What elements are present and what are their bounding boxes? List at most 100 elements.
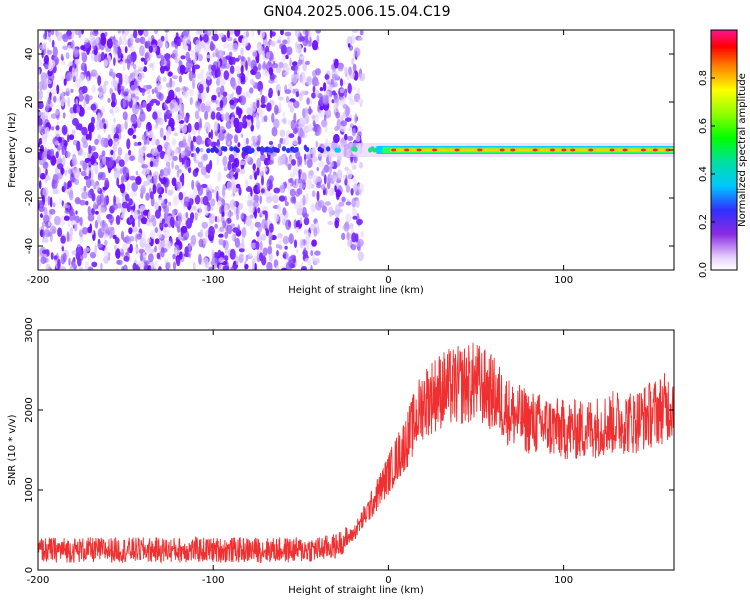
noise-blob	[128, 236, 135, 242]
noise-blob	[285, 261, 292, 270]
noise-blob	[172, 253, 176, 260]
noise-blob	[169, 216, 175, 227]
noise-blob	[69, 189, 74, 201]
noise-blob	[100, 219, 107, 229]
noise-blob	[148, 45, 153, 53]
noise-blob	[190, 234, 197, 245]
noise-blob	[234, 30, 241, 37]
noise-blob	[65, 151, 71, 158]
noise-blob	[257, 183, 260, 194]
noise-blob	[149, 62, 154, 69]
carrier-band-core	[390, 148, 674, 152]
noise-blob	[204, 174, 211, 179]
noise-blob	[316, 166, 319, 172]
noise-blob	[38, 101, 44, 110]
noise-blob	[337, 64, 344, 72]
noise-blob	[142, 101, 147, 109]
noise-blob	[87, 122, 95, 133]
noise-blob	[197, 53, 203, 62]
noise-blob	[89, 223, 93, 234]
noise-blob	[278, 102, 282, 113]
noise-blob	[250, 242, 257, 249]
noise-blob	[167, 189, 174, 196]
noise-blob	[204, 110, 209, 120]
noise-blob	[94, 53, 99, 63]
noise-blob	[227, 249, 231, 256]
carrier-weak-segment	[229, 146, 234, 152]
carrier-peak	[432, 148, 438, 152]
noise-blob	[271, 112, 275, 123]
noise-blob	[192, 78, 196, 90]
noise-blob	[154, 201, 159, 211]
noise-blob	[272, 74, 277, 79]
noise-blob	[150, 230, 156, 239]
noise-blob	[164, 53, 171, 60]
noise-blob	[347, 179, 351, 185]
noise-blob	[299, 128, 304, 138]
noise-blob	[128, 198, 133, 206]
noise-blob	[49, 148, 55, 157]
noise-blob	[176, 226, 181, 233]
noise-blob	[200, 102, 206, 113]
noise-blob	[257, 207, 261, 214]
carrier-weak-segment	[353, 146, 358, 152]
noise-blob	[41, 137, 48, 144]
noise-blob	[278, 244, 283, 250]
noise-blob	[62, 112, 66, 119]
noise-blob	[262, 68, 269, 76]
noise-blob	[227, 42, 234, 51]
noise-blob	[166, 161, 171, 168]
noise-blob	[152, 111, 158, 120]
noise-blob	[134, 209, 138, 218]
noise-blob	[192, 54, 197, 64]
noise-blob	[275, 79, 278, 84]
noise-blob	[194, 43, 202, 53]
noise-blob	[111, 92, 116, 103]
noise-blob	[268, 67, 274, 76]
noise-blob	[179, 123, 182, 132]
noise-blob	[261, 218, 268, 230]
noise-blob	[61, 246, 64, 252]
noise-blob	[205, 100, 212, 107]
noise-blob	[39, 173, 46, 180]
noise-blob	[44, 127, 48, 137]
noise-blob	[159, 150, 165, 160]
noise-blob	[116, 267, 119, 270]
noise-blob	[74, 58, 81, 65]
noise-blob	[86, 106, 91, 111]
noise-blob	[203, 42, 210, 53]
noise-blob	[192, 72, 196, 79]
noise-blob	[81, 126, 88, 136]
carrier-peak	[588, 148, 594, 152]
noise-blob	[229, 248, 236, 260]
noise-blob	[127, 94, 132, 102]
noise-blob	[306, 97, 310, 105]
noise-blob	[74, 197, 81, 205]
noise-blob	[259, 252, 264, 262]
noise-blob	[43, 214, 50, 225]
noise-blob	[252, 101, 257, 110]
noise-blob	[286, 181, 292, 192]
noise-blob	[60, 53, 64, 61]
noise-blob	[43, 33, 47, 40]
noise-blob	[142, 251, 146, 258]
noise-blob	[139, 254, 144, 262]
noise-blob	[323, 164, 330, 173]
noise-blob	[241, 37, 245, 46]
noise-blob	[310, 202, 315, 213]
noise-blob	[278, 195, 286, 202]
noise-blob	[231, 176, 236, 186]
noise-blob	[348, 67, 352, 76]
noise-blob	[251, 80, 256, 87]
noise-blob	[122, 111, 128, 121]
noise-blob	[256, 166, 260, 176]
noise-blob	[232, 264, 238, 269]
noise-blob	[218, 195, 221, 201]
noise-blob	[38, 117, 43, 127]
noise-blob	[316, 176, 322, 183]
noise-blob	[155, 138, 160, 146]
noise-blob	[63, 202, 68, 209]
noise-blob	[254, 135, 258, 143]
noise-blob	[155, 155, 160, 163]
noise-blob	[128, 227, 133, 235]
